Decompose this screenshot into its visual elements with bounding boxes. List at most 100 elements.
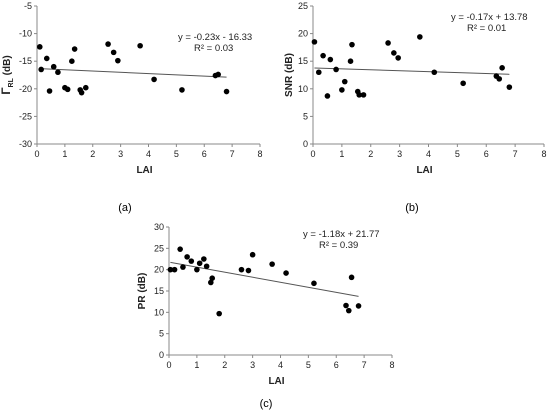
x-axis-label: LAI <box>268 376 284 387</box>
data-point <box>506 84 513 90</box>
x-tick-label: 8 <box>389 360 394 370</box>
data-point <box>356 92 363 98</box>
data-point <box>194 266 200 273</box>
r-squared: R² = 0.01 <box>467 23 506 34</box>
x-tick-label: 4 <box>278 360 283 370</box>
data-point <box>55 69 61 76</box>
data-point <box>269 261 275 267</box>
x-tick-label: 2 <box>222 360 227 370</box>
data-point <box>311 39 318 45</box>
data-point <box>345 307 352 314</box>
data-point <box>71 46 78 52</box>
data-point <box>311 280 317 287</box>
data-point <box>184 254 190 260</box>
data-point <box>115 57 121 64</box>
data-point <box>223 88 230 95</box>
y-tick-label: 10 <box>154 307 164 317</box>
data-point <box>171 266 178 273</box>
data-point <box>110 49 117 56</box>
data-point <box>180 264 186 270</box>
data-point <box>38 66 44 73</box>
x-axis-label: LAI <box>416 165 432 176</box>
y-tick-label: 0 <box>159 350 164 360</box>
data-point <box>50 63 57 70</box>
y-tick-label: 0 <box>303 139 308 149</box>
x-tick-label: 8 <box>257 149 262 159</box>
x-tick-label: 4 <box>146 149 151 159</box>
chart-panel-1: -30 -25 -20 -15 -10 -5 0 1 2 3 4 5 6 7 8 LAI ΓRL (dB) y =… <box>0 1 263 214</box>
data-point <box>320 52 326 59</box>
data-point <box>283 270 289 276</box>
x-tick-label: 7 <box>362 360 367 370</box>
data-point <box>499 65 505 71</box>
x-tick-label: 0 <box>310 149 315 159</box>
trend-equation: y = -1.18x + 21.77 <box>303 229 380 240</box>
trend-equation: y = -0.23x - 16.33 <box>178 32 252 43</box>
y-tick-label: -25 <box>19 111 32 121</box>
x-tick-label: 1 <box>194 360 199 370</box>
x-tick-label: 0 <box>34 149 39 159</box>
y-tick-label: 5 <box>303 111 308 121</box>
data-point <box>339 87 345 93</box>
y-axis-label: SNR (dB) <box>284 53 295 97</box>
x-tick-label: 7 <box>513 149 518 159</box>
data-point <box>348 274 355 281</box>
panel-label: (a) <box>118 202 131 214</box>
data-point <box>209 275 216 282</box>
data-point <box>391 50 397 56</box>
data-point <box>327 56 334 63</box>
data-point <box>343 302 349 309</box>
data-point <box>64 86 71 93</box>
r-squared: R² = 0.03 <box>194 43 233 54</box>
data-point <box>385 40 391 46</box>
data-point <box>395 55 401 61</box>
y-tick-label: 5 <box>159 329 164 339</box>
panel-label: (c) <box>260 398 273 410</box>
x-tick-label: 1 <box>62 149 67 159</box>
data-point <box>496 76 503 82</box>
y-axis-label: PR (dB) <box>137 273 148 310</box>
trend-equation: y = -0.17x + 13.78 <box>451 12 528 23</box>
x-tick-label: 6 <box>202 149 207 159</box>
data-point <box>201 256 207 262</box>
y-tick-label: 25 <box>298 1 308 11</box>
chart-panel-3: 0 5 10 15 20 25 30 0 1 2 3 4 5 6 7 8 LAI PR (dB) y = -1.18… <box>137 222 395 410</box>
x-tick-label: 5 <box>455 149 460 159</box>
data-point <box>355 303 362 309</box>
x-tick-label: 8 <box>541 149 546 159</box>
data-point <box>349 41 355 48</box>
x-tick-label: 5 <box>306 360 311 370</box>
data-point <box>105 41 111 47</box>
y-tick-label: -15 <box>19 56 32 66</box>
data-point <box>196 260 203 267</box>
y-tick-label: 30 <box>154 222 164 232</box>
x-tick-label: 1 <box>339 149 344 159</box>
data-point <box>245 267 252 274</box>
y-axis-label: ΓRL (dB) <box>0 55 15 94</box>
data-point <box>324 93 331 99</box>
data-point <box>137 42 143 49</box>
data-point <box>315 69 322 76</box>
chart-panel-2: 0 5 10 15 20 25 0 1 2 3 4 5 6 7 8 LAI SNR (dB) y = -0.17x… <box>284 1 547 214</box>
y-tick-label: 25 <box>154 243 164 253</box>
data-point <box>78 89 85 96</box>
y-tick-label: -20 <box>19 84 32 94</box>
r-squared: R² = 0.39 <box>319 240 358 251</box>
data-point <box>417 34 423 40</box>
panel-label: (b) <box>405 202 418 214</box>
x-tick-label: 0 <box>166 360 171 370</box>
x-tick-label: 5 <box>174 149 179 159</box>
x-tick-label: 4 <box>426 149 431 159</box>
data-point <box>249 251 256 258</box>
x-tick-label: 3 <box>118 149 123 159</box>
data-point <box>69 58 75 64</box>
y-tick-label: 10 <box>298 84 308 94</box>
x-tick-label: 3 <box>397 149 402 159</box>
data-point <box>215 71 221 78</box>
x-tick-label: 2 <box>368 149 373 159</box>
y-tick-label: -30 <box>19 139 32 149</box>
data-point <box>333 66 339 73</box>
data-point <box>460 80 466 87</box>
y-tick-label: -5 <box>24 1 32 11</box>
